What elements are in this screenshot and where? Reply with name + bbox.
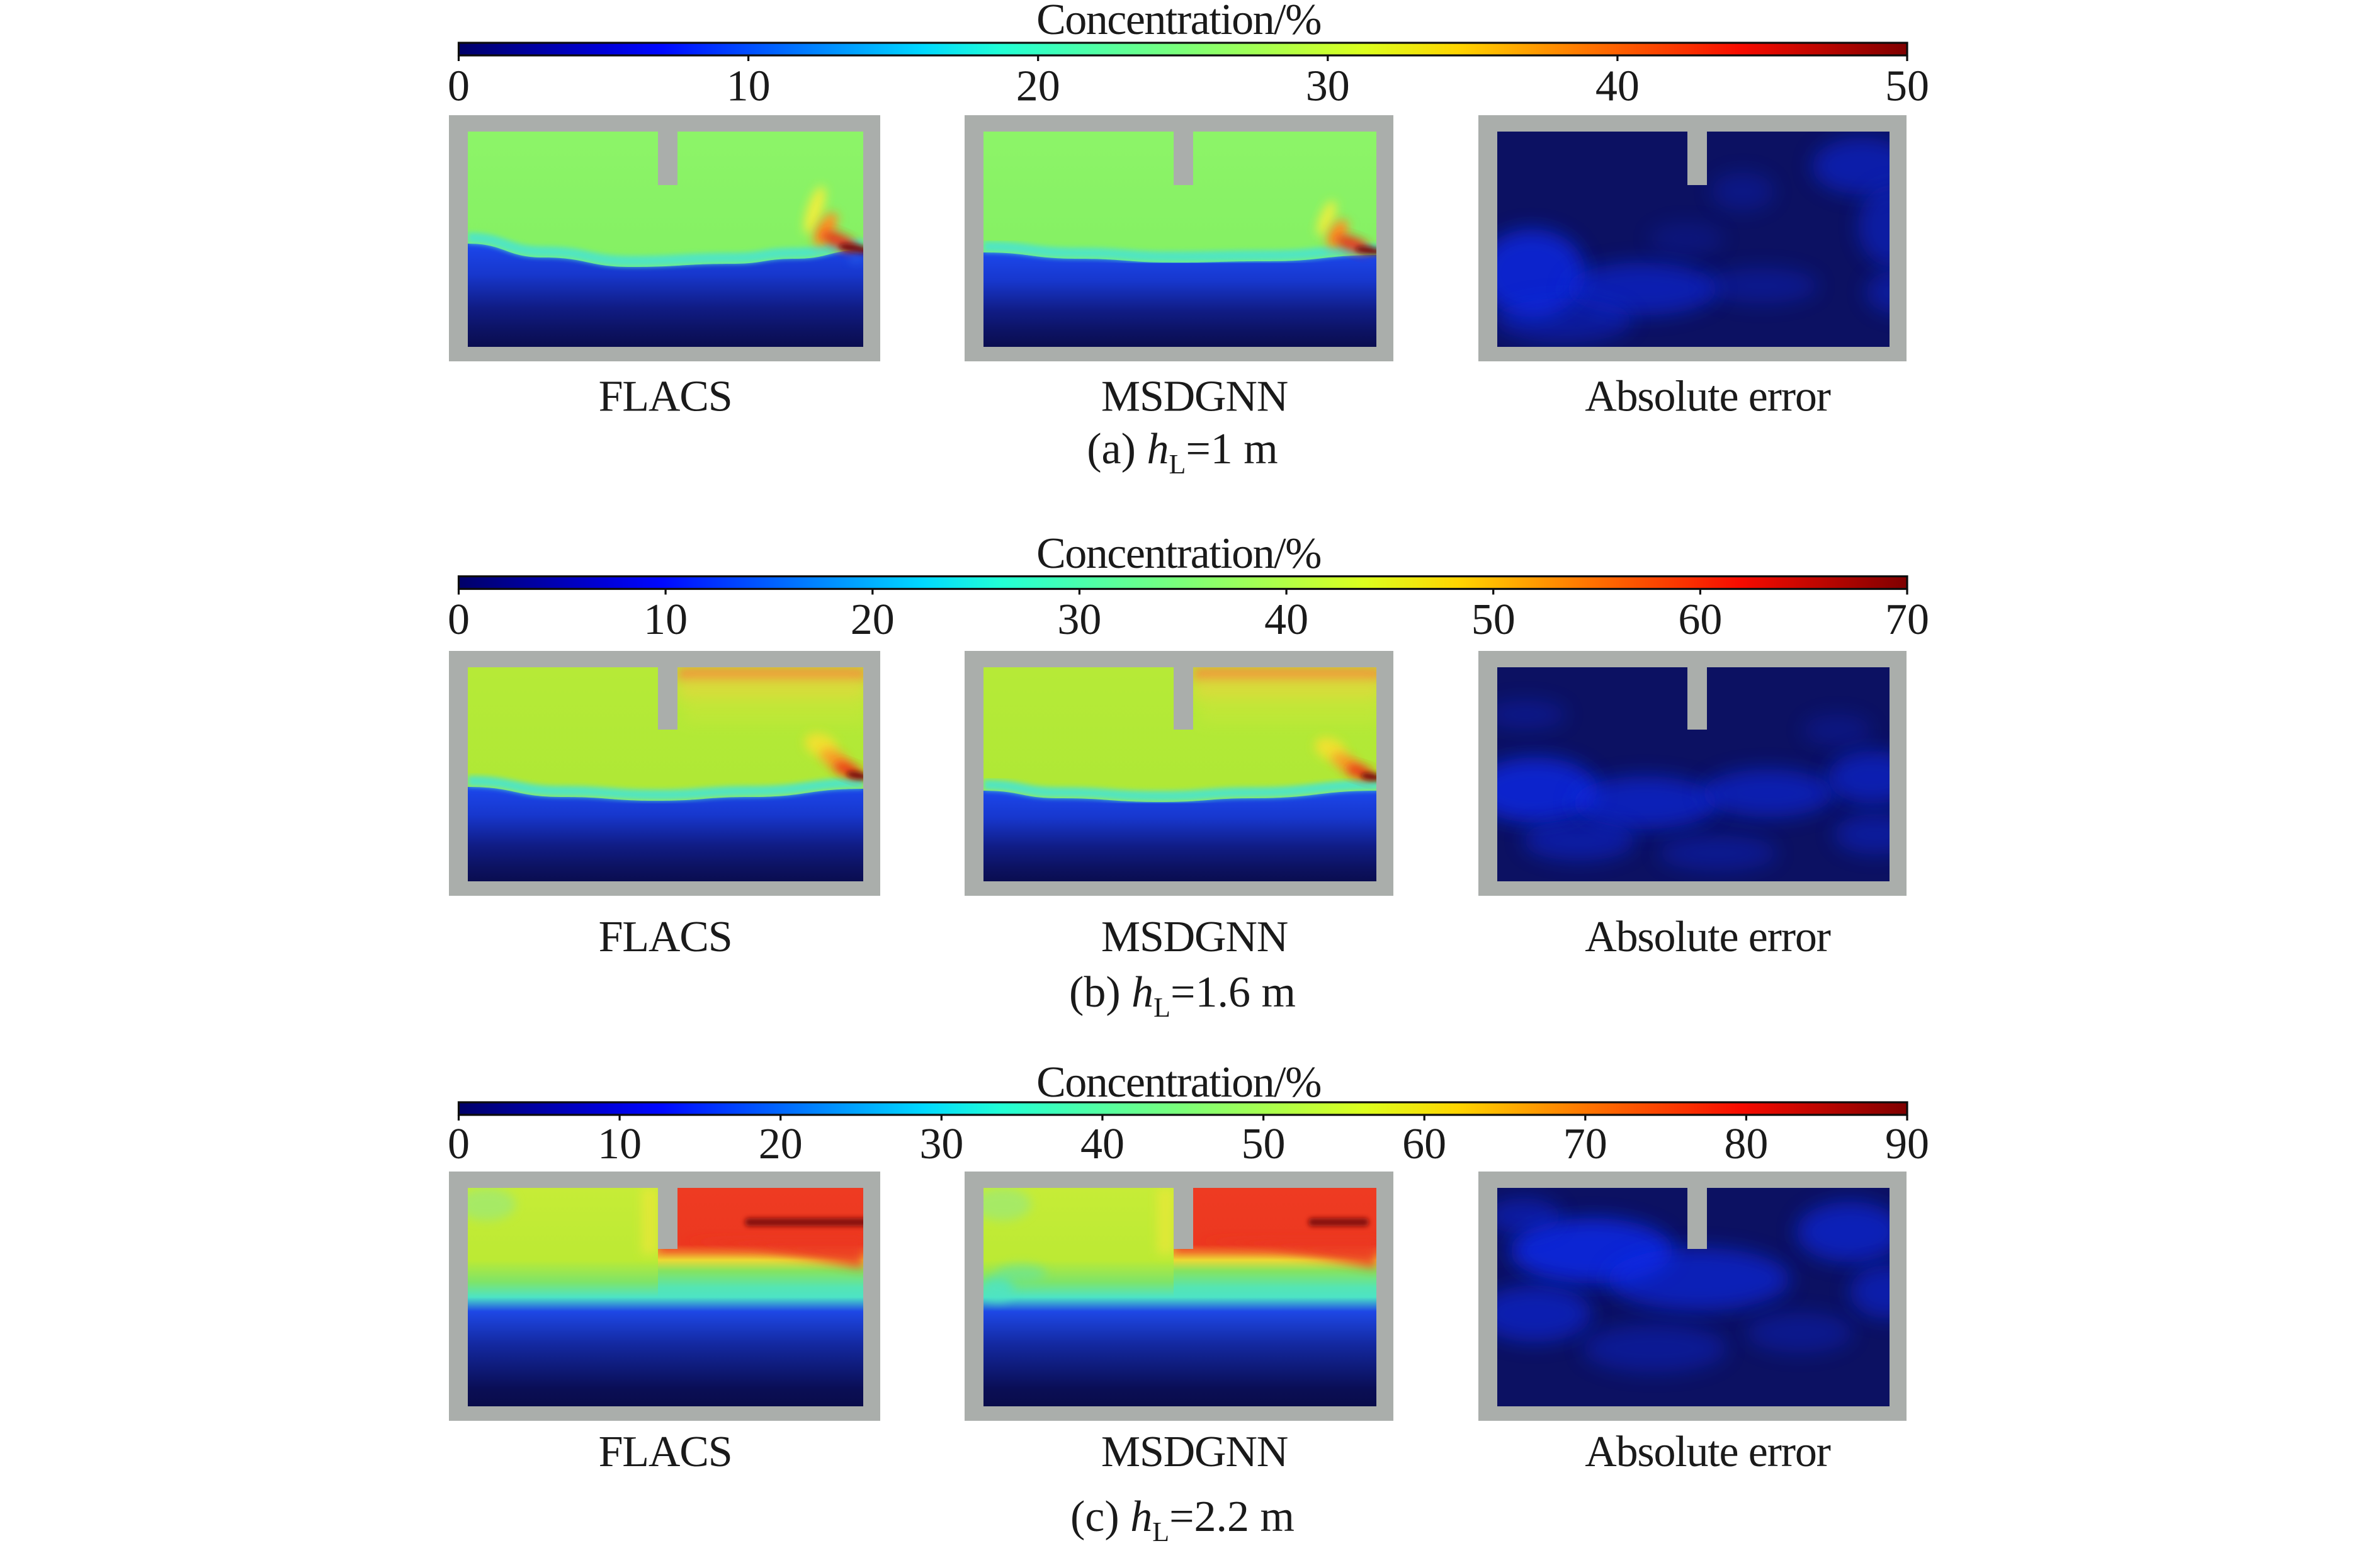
svg-text:10: 10 xyxy=(643,596,688,644)
svg-text:80: 80 xyxy=(1724,1120,1768,1168)
svg-text:Absolute error: Absolute error xyxy=(1585,913,1830,961)
svg-text:60: 60 xyxy=(1402,1120,1446,1168)
svg-text:40: 40 xyxy=(1264,596,1308,644)
svg-text:0: 0 xyxy=(448,596,470,644)
svg-text:Concentration/%: Concentration/% xyxy=(1036,1058,1321,1107)
svg-text:Concentration/%: Concentration/% xyxy=(1036,0,1321,44)
svg-text:40: 40 xyxy=(1080,1120,1125,1168)
svg-text:30: 30 xyxy=(1306,62,1350,111)
svg-text:(c) hL=2.2 m: (c) hL=2.2 m xyxy=(1070,1493,1295,1547)
svg-text:50: 50 xyxy=(1471,596,1516,644)
svg-text:20: 20 xyxy=(851,596,895,644)
svg-text:30: 30 xyxy=(1057,596,1101,644)
svg-text:90: 90 xyxy=(1885,1120,1929,1168)
svg-text:MSDGNN: MSDGNN xyxy=(1101,913,1288,961)
svg-text:(b) hL=1.6 m: (b) hL=1.6 m xyxy=(1069,968,1296,1023)
svg-text:20: 20 xyxy=(1016,62,1060,111)
svg-text:10: 10 xyxy=(598,1120,642,1168)
svg-text:FLACS: FLACS xyxy=(599,913,732,961)
svg-text:60: 60 xyxy=(1678,596,1722,644)
svg-text:MSDGNN: MSDGNN xyxy=(1101,373,1288,421)
svg-text:30: 30 xyxy=(919,1120,963,1168)
svg-text:Concentration/%: Concentration/% xyxy=(1036,529,1321,578)
svg-text:FLACS: FLACS xyxy=(599,373,732,421)
svg-text:70: 70 xyxy=(1563,1120,1607,1168)
svg-text:10: 10 xyxy=(727,62,771,111)
svg-text:40: 40 xyxy=(1595,62,1640,111)
svg-text:70: 70 xyxy=(1885,596,1929,644)
svg-text:50: 50 xyxy=(1242,1120,1286,1168)
svg-text:Absolute error: Absolute error xyxy=(1585,1428,1830,1476)
svg-text:Absolute error: Absolute error xyxy=(1585,373,1830,421)
svg-text:MSDGNN: MSDGNN xyxy=(1101,1428,1288,1476)
svg-text:FLACS: FLACS xyxy=(599,1428,732,1476)
svg-text:20: 20 xyxy=(759,1120,803,1168)
svg-text:0: 0 xyxy=(448,62,470,111)
svg-text:0: 0 xyxy=(448,1120,470,1168)
svg-text:50: 50 xyxy=(1885,62,1929,111)
